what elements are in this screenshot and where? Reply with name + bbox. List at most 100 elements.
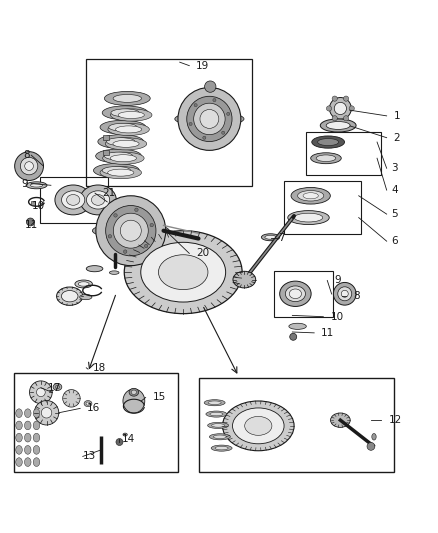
Circle shape — [106, 206, 156, 256]
Ellipse shape — [209, 434, 230, 440]
Text: 21: 21 — [102, 188, 115, 198]
Ellipse shape — [62, 191, 85, 209]
Circle shape — [116, 439, 123, 446]
Ellipse shape — [113, 94, 141, 102]
Circle shape — [120, 220, 141, 241]
Ellipse shape — [123, 433, 127, 436]
Circle shape — [338, 287, 352, 301]
Circle shape — [25, 161, 33, 171]
Ellipse shape — [289, 289, 301, 298]
Ellipse shape — [210, 413, 223, 416]
Ellipse shape — [331, 413, 350, 427]
Ellipse shape — [25, 409, 31, 417]
Ellipse shape — [16, 421, 22, 430]
Text: 3: 3 — [392, 163, 398, 173]
Text: 9: 9 — [334, 276, 341, 286]
Text: 19: 19 — [196, 61, 209, 71]
Text: 14: 14 — [122, 434, 135, 444]
Ellipse shape — [95, 149, 141, 163]
Ellipse shape — [113, 140, 139, 147]
Ellipse shape — [104, 92, 150, 106]
Circle shape — [326, 106, 332, 111]
Circle shape — [108, 235, 112, 238]
Circle shape — [205, 81, 216, 92]
Ellipse shape — [320, 119, 356, 132]
Ellipse shape — [215, 446, 228, 450]
Text: 6: 6 — [392, 236, 398, 246]
Ellipse shape — [67, 195, 80, 205]
Circle shape — [145, 244, 148, 248]
Ellipse shape — [108, 169, 134, 176]
Bar — [14, 374, 177, 472]
Text: 20: 20 — [196, 248, 209, 259]
Text: 13: 13 — [83, 451, 96, 462]
Ellipse shape — [233, 408, 284, 444]
Bar — [103, 135, 109, 140]
Bar — [199, 378, 394, 472]
Text: 8: 8 — [353, 291, 360, 301]
Ellipse shape — [102, 106, 148, 120]
Ellipse shape — [265, 235, 276, 239]
Ellipse shape — [98, 135, 144, 149]
Bar — [274, 271, 332, 317]
Ellipse shape — [53, 384, 62, 391]
Circle shape — [150, 223, 153, 227]
Circle shape — [26, 218, 34, 226]
Circle shape — [41, 408, 52, 418]
Circle shape — [332, 116, 337, 121]
Ellipse shape — [55, 185, 92, 215]
Circle shape — [96, 196, 166, 265]
Ellipse shape — [33, 433, 40, 442]
Ellipse shape — [102, 152, 144, 164]
Circle shape — [226, 112, 230, 116]
Ellipse shape — [116, 126, 142, 133]
Circle shape — [213, 99, 216, 102]
Ellipse shape — [80, 185, 117, 215]
Circle shape — [29, 381, 52, 403]
Ellipse shape — [110, 155, 137, 161]
Ellipse shape — [61, 290, 78, 302]
Ellipse shape — [316, 155, 336, 161]
Ellipse shape — [294, 213, 323, 222]
Ellipse shape — [129, 389, 139, 396]
Text: 9: 9 — [21, 179, 28, 189]
Ellipse shape — [16, 409, 22, 417]
Ellipse shape — [92, 223, 169, 239]
Circle shape — [189, 123, 192, 126]
Ellipse shape — [159, 255, 208, 289]
Ellipse shape — [25, 446, 31, 454]
Circle shape — [290, 333, 297, 340]
Circle shape — [113, 213, 148, 248]
Circle shape — [367, 442, 375, 450]
Ellipse shape — [318, 139, 339, 146]
Bar — [285, 181, 361, 234]
Ellipse shape — [30, 183, 42, 187]
Ellipse shape — [141, 243, 226, 302]
Ellipse shape — [25, 458, 31, 466]
Text: 16: 16 — [87, 403, 100, 414]
Circle shape — [332, 96, 337, 101]
Ellipse shape — [16, 446, 22, 454]
Ellipse shape — [213, 435, 226, 439]
Ellipse shape — [111, 109, 139, 117]
Ellipse shape — [25, 433, 31, 442]
Ellipse shape — [208, 401, 221, 405]
Text: 7: 7 — [278, 233, 285, 243]
Bar — [306, 132, 381, 175]
Ellipse shape — [106, 138, 135, 146]
Ellipse shape — [110, 271, 119, 274]
Text: 4: 4 — [392, 185, 398, 195]
Text: 2: 2 — [394, 133, 400, 143]
Circle shape — [194, 103, 197, 107]
Text: 18: 18 — [93, 363, 106, 373]
Ellipse shape — [175, 112, 244, 126]
Text: 11: 11 — [321, 328, 335, 338]
Ellipse shape — [289, 323, 306, 329]
Ellipse shape — [212, 424, 225, 427]
Ellipse shape — [75, 280, 92, 288]
Ellipse shape — [303, 193, 318, 199]
Ellipse shape — [33, 446, 40, 454]
Ellipse shape — [33, 421, 40, 430]
Circle shape — [343, 96, 349, 101]
Circle shape — [200, 109, 219, 128]
